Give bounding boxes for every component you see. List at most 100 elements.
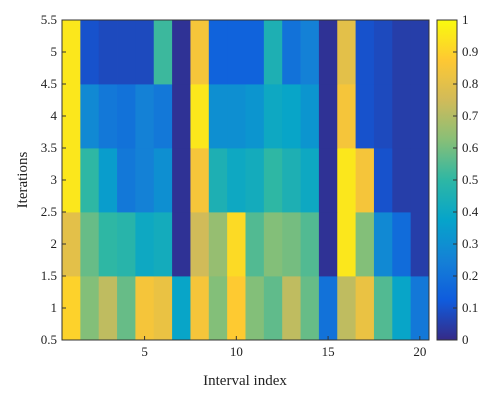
colorbar-tick-label: 0.7 <box>462 108 479 123</box>
heatmap-cell <box>190 212 210 277</box>
heatmap-cell <box>263 20 283 85</box>
heatmap-cell <box>153 212 173 277</box>
y-axis-label: Iterations <box>15 152 31 209</box>
y-tick-label: 0.5 <box>41 332 57 347</box>
heatmap-cell <box>208 84 228 149</box>
y-tick-label: 4.5 <box>41 76 57 91</box>
heatmap-cell <box>318 20 338 85</box>
colorbar-tick-label: 0.9 <box>462 44 478 59</box>
heatmap-cell <box>172 276 191 341</box>
heatmap-cell <box>300 276 320 341</box>
heatmap-cell <box>153 84 173 149</box>
heatmap-cell <box>208 20 228 85</box>
y-tick-label: 2 <box>51 236 58 251</box>
colorbar-tick-label: 0.8 <box>462 76 478 91</box>
heatmap-cell <box>62 276 81 341</box>
heatmap-cell <box>227 276 246 341</box>
heatmap-cell <box>117 148 136 213</box>
heatmap-cell <box>263 276 283 341</box>
heatmap-cell <box>80 276 100 341</box>
y-tick-label: 4 <box>51 108 58 123</box>
heatmap-cell <box>190 84 210 149</box>
colorbar-tick-label: 0.5 <box>462 172 478 187</box>
heatmap-cell <box>98 84 118 149</box>
heatmap-cell <box>410 212 430 277</box>
heatmap-cell <box>153 148 173 213</box>
heatmap-cell <box>300 20 320 85</box>
heatmap-cell <box>373 84 393 149</box>
colorbar-tick-label: 0 <box>462 332 469 347</box>
y-tick-label: 2.5 <box>41 204 57 219</box>
heatmap-cell <box>98 212 118 277</box>
heatmap-cell <box>373 212 393 277</box>
heatmap-cell <box>392 276 412 341</box>
heatmap-cell <box>172 148 191 213</box>
heatmap-cell <box>282 212 301 277</box>
heatmap-cell <box>337 84 356 149</box>
heatmap-cell <box>282 84 301 149</box>
x-tick-label: 20 <box>413 344 426 359</box>
heatmap-cell <box>135 20 155 85</box>
heatmap-cell <box>392 148 412 213</box>
heatmap-cell <box>208 276 228 341</box>
heatmap-cell <box>337 20 356 85</box>
colorbar-tick-label: 0.6 <box>462 140 479 155</box>
heatmap-cell <box>117 276 136 341</box>
heatmap-cell <box>190 276 210 341</box>
heatmap-cell <box>392 84 412 149</box>
heatmap-cell <box>190 20 210 85</box>
y-tick-label: 1.5 <box>41 268 57 283</box>
colorbar-tick-label: 0.3 <box>462 236 478 251</box>
heatmap-cell <box>245 20 265 85</box>
heatmap-cell <box>392 212 412 277</box>
heatmap-cell <box>98 148 118 213</box>
heatmap-cell <box>227 20 246 85</box>
heatmap-cell <box>172 212 191 277</box>
colorbar-ticks: 0 0.1 0.2 0.3 0.4 0.5 0.6 0.7 0.8 0.9 1 <box>453 12 479 347</box>
heatmap-cell <box>337 148 356 213</box>
heatmap-cell <box>117 84 136 149</box>
y-tick-label: 1 <box>51 300 58 315</box>
heatmap-cell <box>62 20 81 85</box>
heatmap-cell <box>373 148 393 213</box>
heatmap-cell <box>245 84 265 149</box>
y-tick-label: 5.5 <box>41 12 57 27</box>
heatmap-cell <box>80 20 100 85</box>
heatmap-cell <box>135 212 155 277</box>
heatmap-cell <box>300 84 320 149</box>
heatmap-cell <box>153 276 173 341</box>
heatmap-cell <box>117 20 136 85</box>
heatmap-cell <box>172 84 191 149</box>
y-axis-ticks: 0.5 1 1.5 2 2.5 3 3.5 4 4.5 5 5.5 <box>41 12 66 347</box>
heatmap-cell <box>263 84 283 149</box>
heatmap-cell <box>410 20 430 85</box>
x-tick-label: 10 <box>230 344 243 359</box>
x-axis-ticks: 5 10 15 20 <box>141 336 426 359</box>
heatmap-cell <box>355 20 375 85</box>
heatmap-cell <box>62 148 81 213</box>
heatmap-cell <box>190 148 210 213</box>
heatmap-cell <box>98 276 118 341</box>
y-tick-label: 5 <box>51 44 58 59</box>
x-tick-label: 15 <box>322 344 335 359</box>
heatmap-cell <box>208 148 228 213</box>
heatmap-cell <box>153 20 173 85</box>
heatmap-cell <box>355 276 375 341</box>
x-tick-label: 5 <box>141 344 148 359</box>
heatmap-cell <box>300 148 320 213</box>
colorbar-tick-label: 0.2 <box>462 268 478 283</box>
heatmap-cell <box>245 212 265 277</box>
heatmap-cell <box>245 148 265 213</box>
y-tick-label: 3 <box>51 172 58 187</box>
heatmap-cell <box>62 84 81 149</box>
heatmap-cell <box>282 20 301 85</box>
heatmap-cell <box>208 212 228 277</box>
heatmap-cell <box>227 148 246 213</box>
x-axis-label: Interval index <box>203 373 287 389</box>
heatmap-cell <box>410 276 430 341</box>
heatmap-cell <box>245 276 265 341</box>
y-tick-label: 3.5 <box>41 140 57 155</box>
heatmap-cell <box>227 212 246 277</box>
heatmap-cell <box>98 20 118 85</box>
